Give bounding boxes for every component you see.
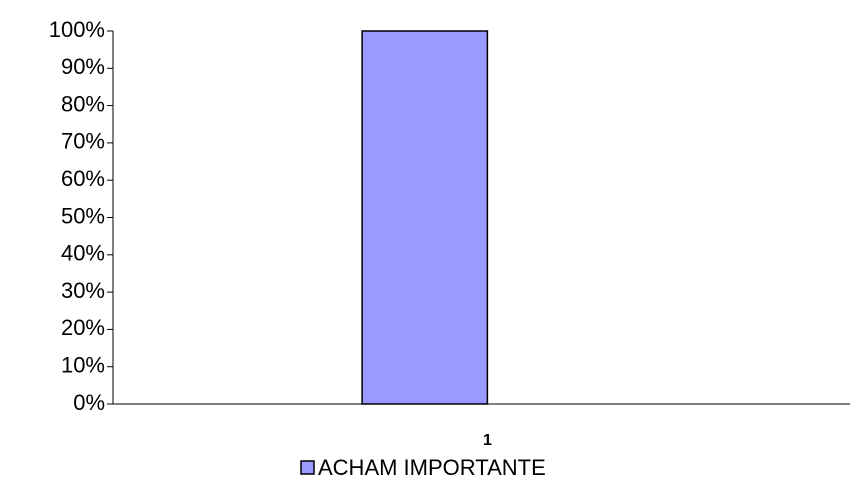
y-tick-label: 10% bbox=[61, 353, 105, 378]
y-tick-label: 50% bbox=[61, 203, 105, 228]
x-tick-label: 1 bbox=[483, 432, 492, 449]
y-tick-label: 90% bbox=[61, 54, 105, 79]
y-tick-label: 40% bbox=[61, 241, 105, 266]
legend-label: ACHAM IMPORTANTE bbox=[318, 455, 546, 480]
y-tick-label: 20% bbox=[61, 315, 105, 340]
y-tick-label: 70% bbox=[61, 129, 105, 154]
y-tick-label: 60% bbox=[61, 166, 105, 191]
y-tick-label: 30% bbox=[61, 278, 105, 303]
bar bbox=[361, 30, 489, 405]
y-tick-label: 80% bbox=[61, 91, 105, 116]
y-tick-label: 100% bbox=[49, 17, 105, 42]
legend-swatch bbox=[300, 460, 315, 475]
y-tick-label: 0% bbox=[73, 390, 105, 415]
